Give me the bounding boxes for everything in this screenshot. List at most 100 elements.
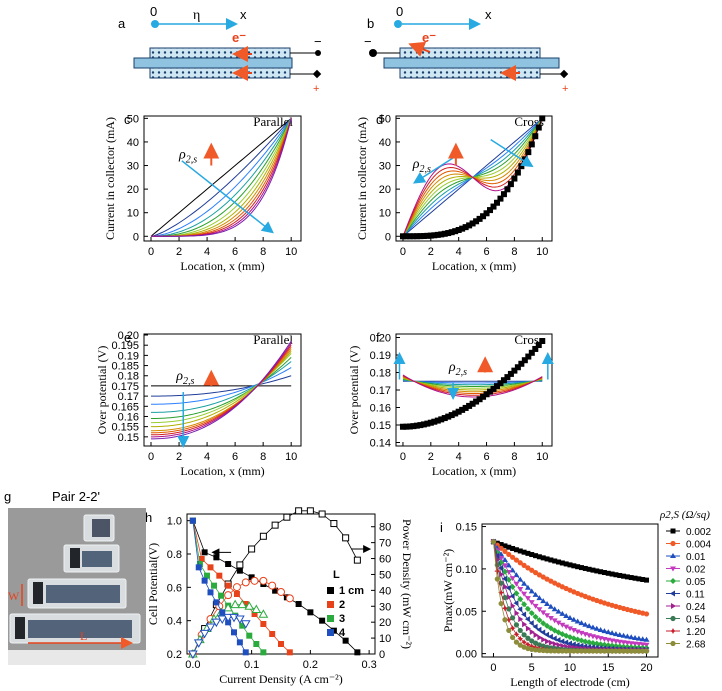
voltage-marker — [307, 609, 314, 616]
x-axis-label: Location, x (mm) — [180, 259, 264, 273]
data-marker — [571, 648, 577, 654]
data-marker — [536, 607, 543, 613]
voltage-marker — [207, 589, 214, 596]
data-marker — [632, 634, 639, 640]
y2-tick-label: 20 — [379, 617, 391, 629]
black-marker — [448, 229, 455, 236]
data-marker — [609, 571, 615, 577]
voltage-marker — [231, 629, 237, 636]
x-tick-label: 8 — [260, 451, 266, 463]
black-marker — [490, 203, 497, 210]
data-marker — [513, 622, 520, 628]
data-marker — [624, 648, 630, 654]
data-marker — [513, 639, 520, 645]
data-marker — [578, 630, 585, 636]
data-marker — [586, 648, 592, 654]
black-marker — [521, 357, 528, 364]
black-marker — [535, 124, 542, 131]
data-marker — [574, 642, 580, 649]
x-tick-label: 0.1 — [244, 659, 259, 671]
data-marker — [567, 562, 573, 568]
x-tick-label: 0.3 — [361, 659, 376, 671]
black-marker — [473, 398, 480, 405]
series-line — [151, 118, 292, 237]
data-marker — [536, 554, 542, 560]
y-tick-label: 40 — [127, 137, 139, 149]
middle-electrode — [133, 57, 293, 69]
data-marker — [528, 600, 535, 606]
w-label: W — [8, 589, 20, 603]
black-marker — [431, 418, 438, 425]
y-tick-label: 0.18 — [370, 368, 391, 380]
x-tick-label: 2 — [428, 246, 434, 258]
x-tick-label: 0 — [400, 246, 406, 258]
y2-tick-label: 40 — [379, 585, 391, 597]
voltage-marker — [236, 567, 243, 574]
data-marker — [567, 614, 573, 620]
voltage-marker — [342, 637, 349, 644]
data-marker — [671, 603, 676, 609]
data-marker — [513, 631, 520, 638]
x-tick-label: 4 — [456, 246, 462, 258]
data-marker — [521, 580, 528, 586]
y-tick-label: 0.165 — [111, 401, 139, 413]
data-marker — [498, 600, 504, 607]
power-marker — [188, 650, 198, 660]
data-marker — [522, 621, 528, 628]
data-marker — [521, 591, 528, 597]
series-line — [151, 361, 292, 413]
y-tick-label: 0.17 — [370, 385, 391, 397]
black-marker — [441, 230, 448, 237]
data-marker — [532, 591, 539, 597]
black-marker — [511, 367, 518, 374]
x-tick-label: 0 — [400, 451, 406, 463]
voltage-marker — [213, 599, 220, 606]
data-marker — [555, 620, 562, 626]
data-marker — [598, 648, 604, 654]
series-line — [151, 340, 292, 440]
data-marker — [517, 586, 524, 592]
power-marker — [235, 615, 245, 625]
x-tick-label: 4 — [204, 451, 210, 463]
legend-entry: 3 — [339, 613, 345, 625]
series-line — [151, 353, 292, 424]
legend-title: ρ2,S (Ω/sq) — [659, 509, 710, 521]
black-marker — [462, 404, 469, 411]
data-marker — [521, 639, 528, 646]
black-marker — [500, 377, 507, 384]
power-marker — [236, 561, 244, 569]
black-marker — [434, 231, 441, 238]
data-marker — [643, 636, 650, 642]
data-marker — [575, 648, 581, 654]
x-tick-label: 6 — [232, 451, 238, 463]
data-marker — [624, 574, 630, 580]
black-marker — [448, 412, 455, 419]
data-marker — [559, 638, 565, 645]
y-tick-label: 0 — [133, 231, 139, 243]
data-marker — [563, 639, 569, 646]
voltage-marker — [201, 549, 208, 556]
data-marker — [567, 626, 573, 632]
black-marker — [500, 191, 507, 198]
data-marker — [556, 642, 562, 649]
data-marker — [509, 583, 516, 590]
voltage-marker — [253, 641, 260, 647]
y-tick-label: 20 — [127, 184, 139, 196]
data-marker — [502, 594, 508, 601]
origin-label: 0 — [150, 4, 157, 19]
x-tick-label: 4 — [456, 451, 462, 463]
data-marker — [517, 642, 523, 648]
origin-dot — [151, 20, 159, 28]
x-tick-label: 4 — [204, 246, 210, 258]
data-marker — [502, 583, 508, 590]
y-tick-label: 0.185 — [111, 361, 139, 373]
power-marker — [330, 520, 338, 528]
data-marker — [501, 563, 508, 569]
power-marker — [224, 591, 233, 600]
data-marker — [670, 590, 675, 597]
data-marker — [505, 585, 511, 592]
data-marker — [509, 593, 515, 600]
black-marker — [424, 232, 431, 239]
black-marker — [490, 385, 497, 392]
data-marker — [601, 570, 607, 576]
